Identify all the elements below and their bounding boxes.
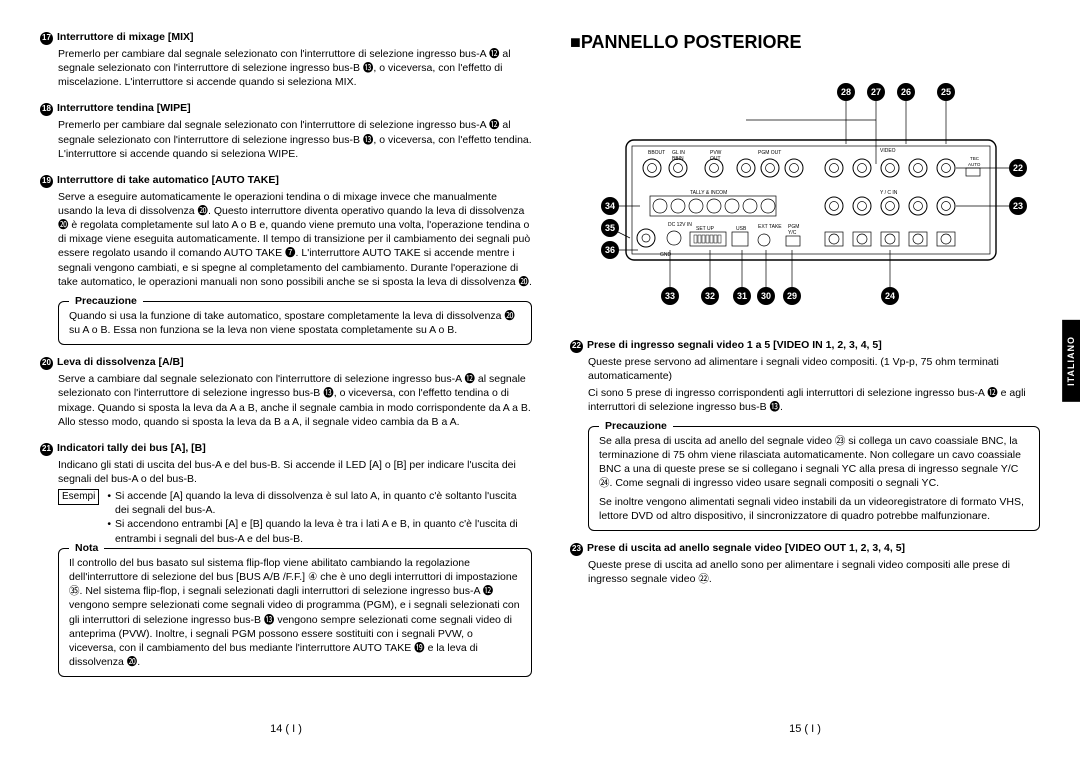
body-22b: Ci sono 5 prese di ingresso corrisponden… [570, 386, 1040, 414]
language-tab: ITALIANO [1062, 320, 1080, 402]
precauzione-2: Precauzione Se alla presa di uscita ad a… [588, 426, 1040, 531]
precauzione-1: Precauzione Quando si usa la funzione di… [58, 301, 532, 345]
precauzione-1-text: Quando si usa la funzione di take automa… [69, 309, 521, 337]
body-21: Indicano gli stati di uscita del bus-A e… [40, 458, 532, 486]
svg-text:VIDEO: VIDEO [880, 148, 896, 154]
left-column: 17 Interruttore di mixage [MIX] Premerlo… [40, 30, 532, 743]
svg-text:29: 29 [787, 291, 797, 301]
precauzione-2a: Se alla presa di uscita ad anello del se… [599, 434, 1029, 491]
svg-text:33: 33 [665, 291, 675, 301]
bullet-icon: • [107, 517, 111, 545]
svg-text:DC 12V IN: DC 12V IN [668, 222, 692, 228]
title-19: Interruttore di take automatico [AUTO TA… [57, 173, 279, 187]
esempi-label: Esempi [58, 489, 99, 505]
svg-text:TALLY & INCOM: TALLY & INCOM [690, 190, 727, 196]
svg-text:34: 34 [605, 201, 615, 211]
svg-text:31: 31 [737, 291, 747, 301]
svg-text:AUTO: AUTO [968, 162, 981, 167]
svg-text:TBC: TBC [970, 156, 980, 161]
svg-text:32: 32 [705, 291, 715, 301]
nota-box: Nota Il controllo del bus basato sul sis… [58, 548, 532, 677]
esempi-1: Si accende [A] quando la leva di dissolv… [115, 489, 532, 517]
badge-23: 23 [570, 543, 583, 556]
svg-text:USB: USB [736, 226, 747, 232]
main-title: ■PANNELLO POSTERIORE [570, 30, 1040, 54]
section-21: 21 Indicatori tally dei bus [A], [B] Ind… [40, 441, 532, 486]
section-20: 20 Leva di dissolvenza [A/B] Serve a cam… [40, 355, 532, 429]
precauzione-2-label: Precauzione [599, 419, 673, 433]
title-20: Leva di dissolvenza [A/B] [57, 355, 184, 369]
rear-panel-diagram: BBOUT GL IN BBIN PVW OUT PGM OUT VIDEO T… [570, 64, 1040, 324]
nota-text: Il controllo del bus basato sul sistema … [69, 556, 521, 669]
badge-20: 20 [40, 357, 53, 370]
svg-text:EXT TAKE: EXT TAKE [758, 224, 782, 230]
title-18: Interruttore tendina [WIPE] [57, 101, 191, 115]
bullet-icon: • [107, 489, 111, 517]
precauzione-1-label: Precauzione [69, 294, 143, 308]
title-23: Prese di uscita ad anello segnale video … [587, 541, 905, 555]
body-17: Premerlo per cambiare dal segnale selezi… [40, 47, 532, 90]
section-17: 17 Interruttore di mixage [MIX] Premerlo… [40, 30, 532, 89]
badge-21: 21 [40, 443, 53, 456]
svg-text:22: 22 [1013, 163, 1023, 173]
badge-17: 17 [40, 32, 53, 45]
svg-text:30: 30 [761, 291, 771, 301]
svg-text:26: 26 [901, 87, 911, 97]
esempi-2: Si accendono entrambi [A] e [B] quando l… [115, 517, 532, 545]
body-23: Queste prese di uscita ad anello sono pe… [570, 558, 1040, 586]
svg-text:Y / C IN: Y / C IN [880, 190, 898, 196]
svg-text:36: 36 [605, 245, 615, 255]
svg-text:28: 28 [841, 87, 851, 97]
body-22a: Queste prese servono ad alimentare i seg… [570, 355, 1040, 383]
right-column: ■PANNELLO POSTERIORE BBOUT GL IN BBIN PV… [570, 30, 1040, 743]
badge-22: 22 [570, 340, 583, 353]
esempi-block: Esempi •Si accende [A] quando la leva di… [40, 489, 532, 546]
svg-text:24: 24 [885, 291, 895, 301]
title-17: Interruttore di mixage [MIX] [57, 30, 194, 44]
page-num-left: 14 ( I ) [40, 722, 532, 737]
title-21: Indicatori tally dei bus [A], [B] [57, 441, 206, 455]
svg-text:27: 27 [871, 87, 881, 97]
section-22: 22 Prese di ingresso segnali video 1 a 5… [570, 338, 1040, 414]
svg-text:25: 25 [941, 87, 951, 97]
body-20: Serve a cambiare dal segnale selezionato… [40, 372, 532, 429]
body-18: Premerlo per cambiare dal segnale selezi… [40, 118, 532, 161]
page-num-right: 15 ( I ) [570, 722, 1040, 737]
svg-text:23: 23 [1013, 201, 1023, 211]
body-19: Serve a eseguire automaticamente le oper… [40, 190, 532, 289]
badge-18: 18 [40, 103, 53, 116]
nota-label: Nota [69, 541, 104, 555]
svg-text:Y/C: Y/C [788, 230, 797, 236]
section-18: 18 Interruttore tendina [WIPE] Premerlo … [40, 101, 532, 160]
section-19: 19 Interruttore di take automatico [AUTO… [40, 173, 532, 289]
svg-text:PGM OUT: PGM OUT [758, 150, 781, 156]
svg-text:BBOUT: BBOUT [648, 150, 665, 156]
title-22: Prese di ingresso segnali video 1 a 5 [V… [587, 338, 882, 352]
section-23: 23 Prese di uscita ad anello segnale vid… [570, 541, 1040, 586]
svg-text:SET UP: SET UP [696, 226, 715, 232]
precauzione-2b: Se inoltre vengono alimentati segnali vi… [599, 495, 1029, 523]
badge-19: 19 [40, 175, 53, 188]
svg-text:35: 35 [605, 223, 615, 233]
